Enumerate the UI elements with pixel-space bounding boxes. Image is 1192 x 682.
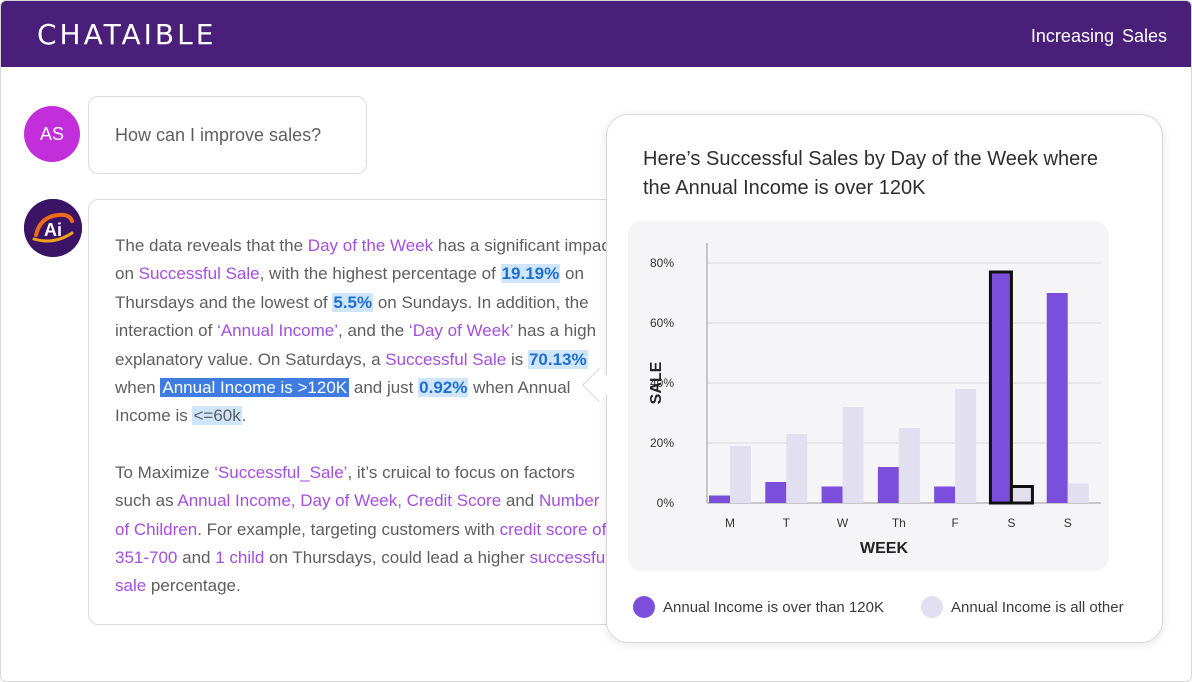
legend-item-all-other[interactable]: Annual Income is all other [921, 596, 1124, 618]
chart-legend: Annual Income is over than 120K Annual I… [633, 596, 1153, 624]
answer-paragraph-1: The data reveals that the Day of the Wee… [115, 232, 615, 431]
y-axis-title: SALE [648, 361, 665, 404]
highlighted-term: <=60k [192, 406, 242, 426]
answer-text-span: on Thursdays, could lead a higher [264, 548, 530, 568]
bar-over-120k [988, 270, 1013, 505]
y-tick-label: 80% [650, 256, 674, 270]
answer-text-span: has a high explanatory value. On Saturda… [115, 321, 597, 369]
x-tick-label: S [1007, 516, 1015, 530]
highlighted-term: 19.19% [500, 264, 561, 284]
answer-text-span: when [115, 378, 161, 398]
user-message-bubble: How can I improve sales? [88, 96, 367, 174]
legend-swatch-over-120k [633, 596, 655, 618]
legend-label-all-other: Annual Income is all other [951, 598, 1124, 616]
legend-label-over-120k: Annual Income is over than 120K [663, 598, 884, 616]
user-avatar: AS [24, 106, 80, 162]
bar-all-other [898, 428, 920, 503]
answer-text-span: To Maximize [115, 462, 215, 482]
legend-swatch-all-other [921, 596, 943, 618]
ai-logo-text: Ai [44, 220, 62, 240]
x-tick-label: Th [892, 516, 906, 530]
highlighted-term: Annual Income is >120K [160, 378, 350, 398]
highlighted-term: successful sale [115, 548, 609, 596]
highlighted-term: credit score of 351-700 [115, 519, 607, 568]
highlighted-term: 70.13% [527, 349, 588, 369]
chataible-logo[interactable]: CHATAIBLE [37, 18, 217, 51]
answer-text-span: percentage. [146, 576, 241, 596]
bar-all-other [842, 407, 864, 503]
user-question: How can I improve sales? [115, 125, 322, 145]
answer-text-span: and [177, 548, 216, 568]
answer-text-span: has a significant impact on [115, 236, 615, 284]
ai-answer-text: The data reveals that the Day of the Wee… [115, 232, 615, 601]
user-initials: AS [39, 123, 64, 144]
highlighted-term: 5.5% [332, 292, 374, 312]
highlighted-term: 1 child [215, 548, 265, 568]
chart-card: Here’s Successful Sales by Day of the We… [606, 114, 1163, 643]
bar-over-120k [877, 467, 899, 503]
highlighted-term: Number of Children [115, 491, 600, 539]
answer-text-span: , it’s cruical to focus on factors such … [115, 462, 575, 511]
answer-paragraph-2: To Maximize ‘Successful_Sale’, it’s crui… [115, 459, 615, 601]
highlighted-term: 0.92% [418, 378, 469, 398]
highlighted-term: Successful Sale [385, 349, 507, 369]
bar-over-120k [821, 486, 843, 503]
bar-over-120k [765, 482, 787, 503]
bar-all-other [1009, 485, 1034, 505]
x-tick-label: W [837, 516, 849, 530]
bar-all-other [786, 434, 808, 503]
bar-all-other [730, 446, 751, 503]
bar-all-other [1067, 483, 1089, 503]
answer-text-span: . [241, 406, 247, 426]
answer-text-span: , with the highest percentage of [259, 264, 501, 284]
y-tick-label: 40% [650, 376, 674, 390]
x-tick-label: T [783, 516, 791, 530]
bar-all-other [955, 389, 977, 503]
legend-item-over-120k[interactable]: Annual Income is over than 120K [633, 596, 884, 618]
answer-text-span: . For example, targeting customers with [197, 519, 500, 539]
highlighted-term: Successful Sale [138, 264, 260, 284]
answer-text-span: and [501, 491, 539, 511]
app-header: CHATAIBLE Increasing Sales [1, 1, 1191, 67]
x-tick-label: S [1064, 516, 1072, 530]
bar-over-120k [709, 495, 730, 503]
ai-logo-icon: Ai [24, 199, 82, 257]
bar-chart: 0% 20% 40% 60% 80% M T W Th F S S WEEK SALE [648, 243, 1101, 557]
answer-text-span: , and the [338, 321, 409, 341]
answer-text-span: when Annual Income is [115, 378, 571, 426]
chart-card-title: Here’s Successful Sales by Day of the We… [643, 148, 1099, 199]
answer-text-span: and just [349, 378, 419, 398]
page-title: Increasing Sales [1030, 26, 1167, 46]
y-tick-label: 0% [657, 496, 675, 510]
ai-avatar: Ai [24, 199, 82, 257]
highlighted-term: ‘Successful_Sale’ [214, 462, 348, 482]
answer-text-span: on Sundays. In addition, the interaction… [115, 292, 589, 341]
ai-message-bubble: The data reveals that the Day of the Wee… [88, 199, 648, 625]
x-axis-title: WEEK [860, 540, 908, 557]
answer-text-span: is [506, 349, 528, 369]
chart-area: 0% 20% 40% 60% 80% M T W Th F S S WEEK SALE [628, 221, 1109, 571]
y-tick-label: 60% [650, 316, 674, 330]
highlighted-term: ‘Annual Income’ [217, 321, 339, 341]
answer-text-span: on Thursdays and the lowest of [115, 264, 584, 312]
bar-over-120k [1046, 293, 1068, 503]
highlighted-term: ‘Day of Week’ [408, 321, 513, 341]
answer-text-span: The data reveals that the [115, 236, 308, 255]
x-tick-label: F [951, 516, 958, 530]
highlighted-term: Annual Income, Day of Week, Credit Score [177, 491, 502, 511]
bar-over-120k [934, 486, 956, 503]
y-tick-label: 20% [650, 436, 674, 450]
highlighted-term: Day of the Week [307, 236, 434, 255]
x-tick-label: M [725, 516, 735, 530]
